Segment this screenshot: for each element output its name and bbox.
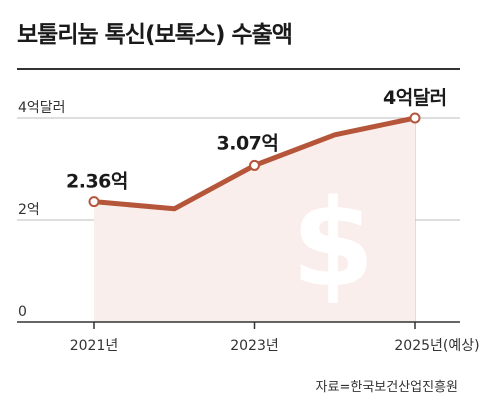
data-labels: 2.36억 3.07억 4억달러	[66, 87, 447, 193]
area-fill	[94, 118, 415, 322]
x-tick-label-2: 2025년(예상)	[394, 338, 479, 354]
y-tick-label-0: 0	[18, 304, 27, 320]
data-label-2: 4억달러	[383, 87, 447, 109]
data-label-0: 2.36억	[66, 171, 128, 193]
data-label-1: 3.07억	[217, 132, 279, 154]
y-tick-label-2: 4억달러	[18, 100, 66, 116]
y-tick-label-1: 2억	[18, 202, 40, 218]
dollar-sign-icon: $	[291, 175, 375, 314]
data-point-1	[249, 159, 260, 171]
data-point-2	[409, 112, 421, 124]
axes	[17, 321, 460, 329]
data-points	[88, 112, 421, 208]
data-point-0	[88, 196, 100, 208]
y-tick-labels: 0 2억 4억달러	[18, 100, 66, 320]
chart-title: 보툴리눔 톡신(보톡스) 수출액	[17, 22, 293, 48]
x-tick-labels: 2021년 2023년 2025년(예상)	[70, 338, 480, 354]
x-tick-label-1: 2023년	[230, 338, 279, 354]
title-divider	[17, 68, 460, 70]
source-note: 자료=한국보건산업진흥원	[315, 380, 458, 395]
x-tick-label-0: 2021년	[70, 338, 119, 354]
